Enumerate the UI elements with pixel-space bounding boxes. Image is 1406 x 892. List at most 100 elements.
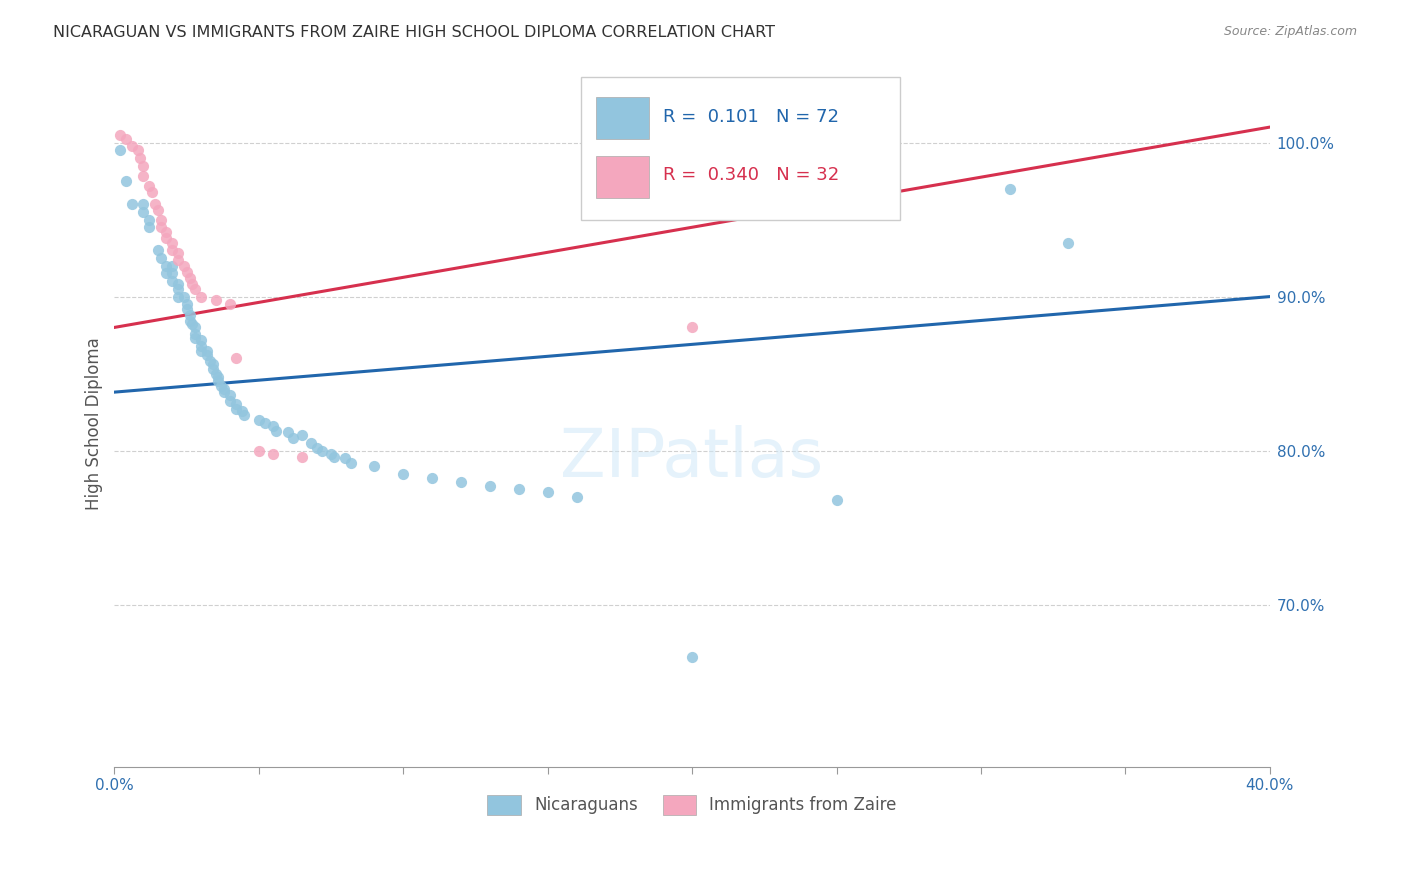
Point	[195, 343, 218, 358]
Legend: Nicaraguans, Immigrants from Zaire: Nicaraguans, Immigrants from Zaire	[479, 787, 905, 823]
Point	[190, 290, 212, 304]
Point	[231, 403, 253, 417]
Point	[179, 271, 201, 285]
Point	[198, 354, 221, 368]
Point	[115, 132, 138, 146]
Point	[160, 259, 183, 273]
Point	[160, 244, 183, 258]
Point	[204, 367, 226, 381]
FancyBboxPatch shape	[596, 156, 650, 198]
Point	[195, 348, 218, 362]
Point	[825, 493, 848, 508]
Point	[184, 326, 207, 341]
Point	[219, 297, 242, 311]
Point	[311, 443, 333, 458]
Point	[155, 259, 177, 273]
Point	[173, 259, 195, 273]
Point	[207, 375, 229, 389]
Point	[167, 252, 190, 267]
Point	[225, 402, 247, 417]
Point	[167, 282, 190, 296]
Point	[190, 343, 212, 358]
Text: Source: ZipAtlas.com: Source: ZipAtlas.com	[1223, 25, 1357, 38]
Text: NICARAGUAN VS IMMIGRANTS FROM ZAIRE HIGH SCHOOL DIPLOMA CORRELATION CHART: NICARAGUAN VS IMMIGRANTS FROM ZAIRE HIGH…	[53, 25, 776, 40]
Point	[138, 220, 160, 235]
Point	[335, 451, 357, 466]
Point	[681, 320, 703, 334]
Point	[184, 282, 207, 296]
Point	[129, 151, 152, 165]
Point	[305, 441, 328, 455]
Point	[291, 450, 314, 464]
FancyBboxPatch shape	[581, 78, 900, 220]
Point	[173, 290, 195, 304]
Point	[121, 197, 143, 211]
Point	[184, 331, 207, 345]
Point	[167, 277, 190, 292]
Point	[277, 425, 299, 440]
Point	[160, 235, 183, 250]
Point	[138, 212, 160, 227]
Point	[132, 159, 155, 173]
Point	[319, 447, 342, 461]
Point	[181, 318, 204, 332]
Point	[420, 471, 443, 485]
Point	[108, 128, 131, 142]
FancyBboxPatch shape	[596, 97, 650, 139]
Point	[478, 479, 501, 493]
Point	[283, 431, 305, 445]
Point	[201, 358, 224, 372]
Point	[143, 197, 166, 211]
Point	[340, 456, 363, 470]
Point	[225, 397, 247, 411]
Point	[132, 169, 155, 184]
Point	[262, 419, 284, 434]
Point	[176, 265, 198, 279]
Point	[291, 428, 314, 442]
Point	[247, 443, 270, 458]
Point	[219, 388, 242, 402]
Point	[219, 394, 242, 409]
Point	[149, 220, 172, 235]
Point	[179, 308, 201, 322]
Point	[247, 413, 270, 427]
Point	[262, 447, 284, 461]
Point	[141, 185, 163, 199]
Point	[225, 351, 247, 366]
Point	[149, 212, 172, 227]
Point	[160, 267, 183, 281]
Text: R =  0.101   N = 72: R = 0.101 N = 72	[664, 108, 839, 126]
Point	[253, 416, 276, 430]
Point	[190, 333, 212, 347]
Point	[155, 267, 177, 281]
Text: R =  0.340   N = 32: R = 0.340 N = 32	[664, 167, 839, 185]
Point	[392, 467, 415, 481]
Point	[233, 409, 256, 423]
Point	[115, 174, 138, 188]
Point	[146, 203, 169, 218]
Point	[207, 369, 229, 384]
Point	[121, 138, 143, 153]
Point	[508, 482, 530, 496]
Point	[176, 301, 198, 316]
Point	[181, 277, 204, 292]
Point	[155, 231, 177, 245]
Point	[264, 424, 287, 438]
Point	[132, 204, 155, 219]
Point	[167, 246, 190, 260]
Point	[149, 251, 172, 265]
Point	[167, 290, 190, 304]
Point	[146, 244, 169, 258]
Text: ZIPatlas: ZIPatlas	[561, 425, 824, 491]
Point	[299, 436, 322, 450]
Point	[537, 485, 560, 500]
Point	[212, 385, 235, 400]
Point	[127, 143, 149, 157]
Point	[155, 225, 177, 239]
Point	[160, 274, 183, 288]
Point	[363, 459, 385, 474]
Point	[323, 450, 346, 464]
Point	[204, 293, 226, 307]
Point	[565, 490, 588, 504]
Point	[201, 362, 224, 376]
